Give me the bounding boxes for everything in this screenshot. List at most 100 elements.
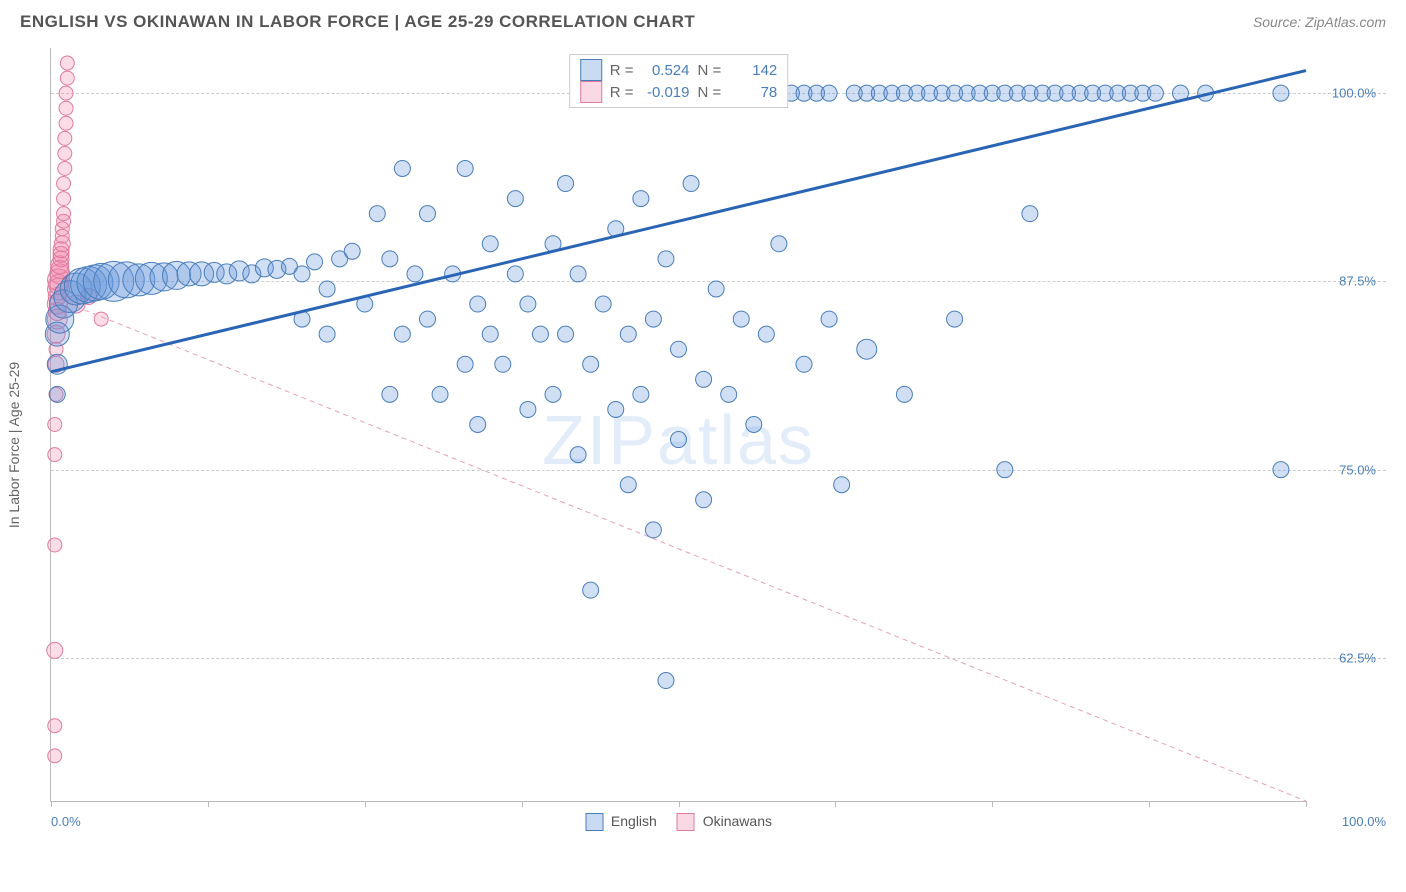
- data-point: [294, 266, 310, 282]
- data-point: [382, 386, 398, 402]
- x-tick: [1306, 801, 1307, 807]
- data-point: [382, 251, 398, 267]
- data-point: [470, 417, 486, 433]
- data-point: [532, 326, 548, 342]
- trend-line: [51, 296, 1306, 801]
- stats-legend-box: R = 0.524 N = 142 R = -0.019 N = 78: [569, 54, 789, 108]
- source-label: Source: ZipAtlas.com: [1253, 14, 1386, 30]
- legend-label-english: English: [611, 813, 657, 829]
- y-axis-label: In Labor Force | Age 25-29: [6, 362, 22, 528]
- stats-row-okinawans: R = -0.019 N = 78: [580, 81, 778, 103]
- stat-n-okinawans: 78: [729, 84, 777, 101]
- data-point: [683, 176, 699, 192]
- data-point: [896, 386, 912, 402]
- data-point: [696, 492, 712, 508]
- x-tick: [522, 801, 523, 807]
- data-point: [620, 326, 636, 342]
- data-point: [319, 281, 335, 297]
- x-tick: [992, 801, 993, 807]
- data-point: [48, 719, 62, 733]
- swatch-english-icon: [585, 813, 603, 831]
- data-point: [620, 477, 636, 493]
- data-point: [58, 146, 72, 160]
- data-point: [520, 296, 536, 312]
- data-point: [997, 462, 1013, 478]
- data-point: [671, 432, 687, 448]
- data-point: [658, 673, 674, 689]
- data-point: [48, 538, 62, 552]
- data-point: [821, 85, 837, 101]
- data-point: [57, 177, 71, 191]
- swatch-english-icon: [580, 59, 602, 81]
- data-point: [746, 417, 762, 433]
- x-tick: [835, 801, 836, 807]
- data-point: [369, 206, 385, 222]
- data-point: [58, 161, 72, 175]
- x-tick: [1149, 801, 1150, 807]
- data-point: [47, 642, 63, 658]
- data-point: [307, 254, 323, 270]
- data-point: [48, 448, 62, 462]
- y-tick-label: 100.0%: [1332, 86, 1376, 101]
- data-point: [495, 356, 511, 372]
- data-point: [482, 236, 498, 252]
- data-point: [583, 582, 599, 598]
- data-point: [520, 401, 536, 417]
- scatter-svg: [51, 48, 1306, 801]
- data-point: [1273, 462, 1289, 478]
- data-point: [507, 191, 523, 207]
- y-tick-label: 75.0%: [1339, 462, 1376, 477]
- stat-r-english: 0.524: [642, 62, 690, 79]
- data-point: [49, 386, 65, 402]
- data-point: [1147, 85, 1163, 101]
- data-point: [570, 447, 586, 463]
- data-point: [708, 281, 724, 297]
- data-point: [645, 311, 661, 327]
- data-point: [857, 339, 877, 359]
- data-point: [60, 56, 74, 70]
- data-point: [558, 326, 574, 342]
- data-point: [796, 356, 812, 372]
- legend-item-english: English: [585, 813, 657, 831]
- data-point: [457, 356, 473, 372]
- data-point: [48, 749, 62, 763]
- data-point: [758, 326, 774, 342]
- data-point: [482, 326, 498, 342]
- data-point: [558, 176, 574, 192]
- data-point: [420, 311, 436, 327]
- data-point: [58, 131, 72, 145]
- data-point: [59, 116, 73, 130]
- data-point: [671, 341, 687, 357]
- chart-title: ENGLISH VS OKINAWAN IN LABOR FORCE | AGE…: [20, 12, 695, 32]
- data-point: [507, 266, 523, 282]
- legend-label-okinawans: Okinawans: [703, 813, 772, 829]
- legend-item-okinawans: Okinawans: [677, 813, 772, 831]
- data-point: [470, 296, 486, 312]
- data-point: [821, 311, 837, 327]
- x-tick: [51, 801, 52, 807]
- y-tick-label: 62.5%: [1339, 650, 1376, 665]
- stat-r-okinawans: -0.019: [642, 84, 690, 101]
- data-point: [721, 386, 737, 402]
- data-point: [420, 206, 436, 222]
- stat-n-english: 142: [729, 62, 777, 79]
- data-point: [1022, 206, 1038, 222]
- x-tick: [365, 801, 366, 807]
- data-point: [771, 236, 787, 252]
- data-point: [583, 356, 599, 372]
- data-point: [608, 401, 624, 417]
- data-point: [733, 311, 749, 327]
- data-point: [60, 71, 74, 85]
- stats-row-english: R = 0.524 N = 142: [580, 59, 778, 81]
- data-point: [457, 160, 473, 176]
- stat-label: R =: [610, 62, 634, 79]
- data-point: [834, 477, 850, 493]
- data-point: [570, 266, 586, 282]
- stat-label: N =: [698, 62, 722, 79]
- x-tick: [208, 801, 209, 807]
- swatch-okinawans-icon: [677, 813, 695, 831]
- swatch-okinawans-icon: [580, 81, 602, 103]
- data-point: [595, 296, 611, 312]
- data-point: [633, 386, 649, 402]
- data-point: [394, 160, 410, 176]
